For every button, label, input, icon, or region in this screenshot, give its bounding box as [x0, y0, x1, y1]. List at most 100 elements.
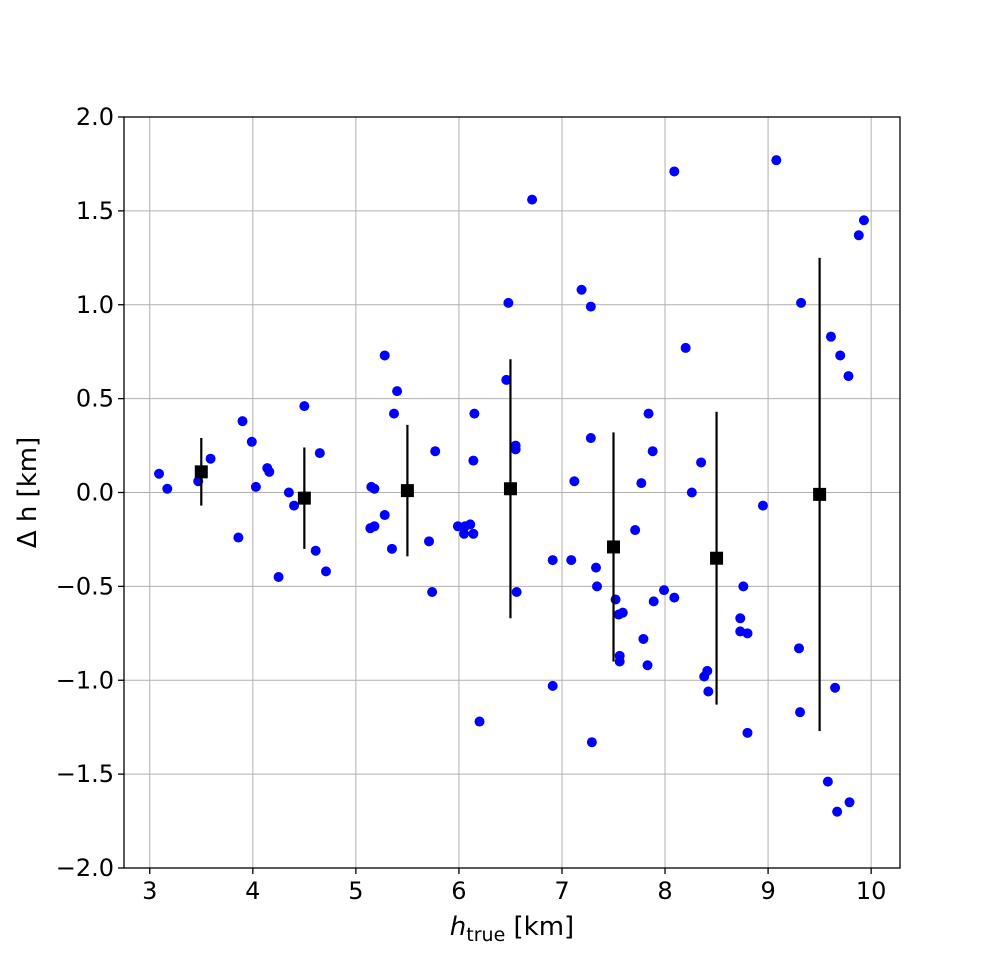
bin-mean-marker — [710, 551, 724, 565]
x-tick-label: 7 — [554, 877, 569, 905]
y-tick-label: 0.0 — [76, 479, 114, 507]
data-point — [843, 371, 854, 382]
data-point — [392, 386, 403, 397]
data-point — [586, 737, 597, 748]
data-point — [569, 476, 580, 487]
x-axis-label-main: h — [450, 912, 466, 942]
data-point — [424, 536, 435, 547]
data-point — [289, 500, 300, 511]
data-point — [250, 481, 261, 492]
data-point — [566, 555, 577, 566]
data-point — [527, 194, 538, 205]
data-point — [379, 510, 390, 521]
data-point — [369, 521, 380, 532]
y-tick-label: 1.0 — [76, 291, 114, 319]
data-point — [154, 468, 165, 479]
data-point — [459, 528, 470, 539]
data-point — [386, 543, 397, 554]
data-point — [273, 571, 284, 582]
data-point — [547, 680, 558, 691]
axis-ticks: 3 4 5 6 7 8 9 10 −2.0 −1.5 −1.0 −0.5 0.0 0.5 1.0 1.5 2.0 — [56, 103, 887, 905]
data-point — [825, 331, 836, 342]
data-point — [638, 633, 649, 644]
x-tick-label: 3 — [142, 877, 157, 905]
data-point — [585, 433, 596, 444]
data-point — [205, 453, 216, 464]
bin-mean-marker — [607, 540, 621, 554]
data-point — [465, 519, 476, 530]
x-axis-label-unit: [km] — [505, 912, 574, 942]
bin-mean-marker — [813, 487, 827, 501]
data-point — [379, 350, 390, 361]
data-point — [162, 483, 173, 494]
x-axis-label-sub: true — [466, 924, 505, 946]
data-marks — [154, 155, 869, 817]
data-point — [686, 487, 697, 498]
data-point — [630, 525, 641, 536]
data-point — [703, 686, 714, 697]
data-point — [283, 487, 294, 498]
x-tick-label: 10 — [856, 877, 887, 905]
data-point — [669, 166, 680, 177]
y-tick-label: −2.0 — [56, 854, 114, 882]
x-tick-label: 9 — [760, 877, 775, 905]
data-point — [585, 301, 596, 312]
x-axis-label: htrue [km] — [450, 912, 574, 946]
data-point — [468, 528, 479, 539]
data-point — [617, 607, 628, 618]
data-point — [648, 596, 659, 607]
data-point — [742, 628, 753, 639]
data-point — [299, 401, 310, 412]
data-point — [510, 444, 521, 455]
data-point — [576, 284, 587, 295]
data-point — [738, 581, 749, 592]
data-point — [647, 446, 658, 457]
data-point — [844, 797, 855, 808]
data-point — [310, 545, 321, 556]
data-point — [246, 436, 257, 447]
data-point — [735, 613, 746, 624]
data-point — [511, 587, 522, 598]
x-tick-label: 4 — [245, 877, 260, 905]
data-point — [795, 707, 806, 718]
data-point — [832, 806, 843, 817]
y-tick-label: −1.5 — [56, 760, 114, 788]
data-point — [314, 448, 325, 459]
y-tick-label: −0.5 — [56, 572, 114, 600]
data-point — [771, 155, 782, 166]
data-point — [742, 727, 753, 738]
data-point — [614, 656, 625, 667]
bin-mean-marker — [503, 482, 517, 496]
data-point — [757, 500, 768, 511]
data-point — [468, 455, 479, 466]
bin-mean-marker — [297, 491, 311, 505]
x-tick-label: 8 — [657, 877, 672, 905]
y-axis-label: Δ h [km] — [13, 437, 43, 548]
data-point — [636, 478, 647, 489]
data-point — [320, 566, 331, 577]
data-point — [503, 297, 514, 308]
data-point — [469, 408, 480, 419]
data-point — [501, 374, 512, 385]
y-tick-label: 2.0 — [76, 103, 114, 131]
bin-mean-marker — [400, 484, 414, 498]
data-point — [590, 562, 601, 573]
data-point — [237, 416, 248, 427]
bin-mean-marker — [194, 465, 208, 479]
data-point — [452, 521, 463, 532]
data-point — [659, 585, 670, 596]
data-point — [669, 592, 680, 603]
data-point — [858, 215, 869, 226]
data-point — [696, 457, 707, 468]
y-tick-label: −1.0 — [56, 666, 114, 694]
y-tick-label: 1.5 — [76, 197, 114, 225]
data-point — [547, 555, 558, 566]
data-point — [680, 342, 691, 353]
data-point — [794, 643, 805, 654]
data-point — [427, 587, 438, 598]
data-point — [430, 446, 441, 457]
data-point — [702, 665, 713, 676]
data-point — [796, 297, 807, 308]
data-point — [369, 483, 380, 494]
data-point — [592, 581, 603, 592]
